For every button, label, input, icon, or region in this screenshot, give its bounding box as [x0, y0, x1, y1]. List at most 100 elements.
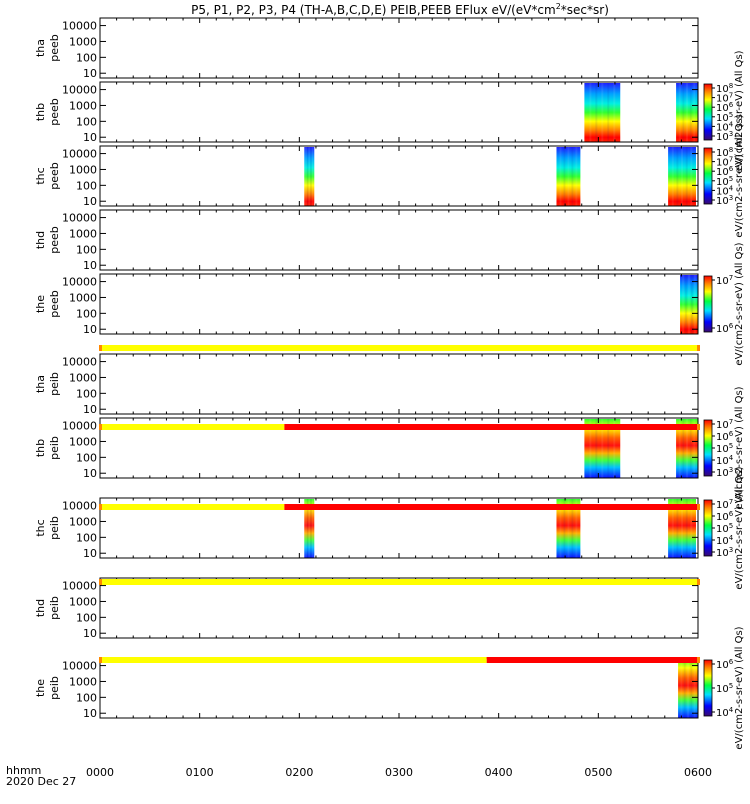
x-tick-label: 0200 [285, 766, 313, 779]
y-tick-label: 10 [83, 67, 97, 80]
colorbar-tick-label: 107 [716, 498, 733, 511]
spectrogram-block-theeeb-0 [680, 275, 698, 334]
mode-bar-3 [99, 504, 700, 510]
time-axis-date-label: 2020 Dec 27 [6, 775, 76, 788]
mode-bar-marker [697, 424, 700, 430]
mode-bar-1 [99, 345, 700, 351]
plot-title: P5, P1, P2, P3, P4 (TH-A,B,C,D,E) PEIB,P… [191, 2, 609, 17]
spectrogram-block-theeib-0 [678, 659, 698, 718]
colorbar-tick-label: 104 [716, 534, 734, 547]
colorbar-theeeb: 107 106 eV/(cm2-s-sr-eV) (All Qs) [703, 242, 745, 366]
colorbar-gradient [703, 499, 713, 557]
panel-probe-label: thd [34, 599, 47, 617]
y-tick-label: 100 [76, 387, 97, 400]
y-tick-label: 10 [83, 403, 97, 416]
panel-thdeeb: 10000 1000 100 10 thd peeb [34, 209, 699, 272]
panel-frame [99, 145, 699, 207]
spectrogram-block-thceeb-0 [304, 147, 315, 206]
colorbar-tick-label: 103 [716, 194, 733, 207]
colorbar-tick-label: 107 [716, 92, 733, 105]
panel-theeeb: 10000 1000 100 10 the peeb 107 106 eV/(cm2-s-sr-… [34, 242, 745, 365]
y-tick-label: 10000 [62, 580, 97, 593]
y-tick-label: 1000 [69, 435, 97, 448]
panel-product-label: peeb [48, 162, 61, 190]
panel-probe-label: thb [34, 103, 47, 121]
colorbar-theeib: 106 105 104 eV/(cm2-s-sr-eV) (All Qs) [703, 626, 745, 750]
mode-bar-marker [99, 657, 102, 663]
colorbar-tick-label: 105 [716, 442, 733, 455]
spectrogram-block-thceib-1 [556, 499, 581, 558]
y-tick-label: 10 [83, 707, 97, 720]
colorbar-tick-label: 108 [716, 146, 733, 159]
colorbar-tick-label: 105 [716, 522, 733, 535]
colorbar-tick-label: 104 [716, 706, 734, 719]
colorbar-gradient [703, 419, 713, 477]
panel-frame [99, 17, 699, 79]
colorbar-tick-label: 103 [716, 130, 733, 143]
mode-bars-layer [99, 345, 700, 663]
y-tick-label: 10000 [62, 148, 97, 161]
colorbar-tick-label: 106 [716, 430, 734, 443]
y-tick-label: 100 [76, 179, 97, 192]
colorbar-gradient [703, 659, 713, 717]
spectrogram-block-thceib-0 [304, 499, 315, 558]
mode-bar-segment [486, 657, 698, 663]
mode-bar-segment [284, 504, 698, 510]
colorbar-tick-label: 106 [716, 165, 734, 178]
panel-probe-label: thd [34, 231, 47, 249]
colorbar-gradient [703, 147, 713, 205]
x-tick-label: 0400 [485, 766, 513, 779]
y-tick-label: 10000 [62, 84, 97, 97]
mode-bar-segment [100, 504, 285, 510]
colorbar-gradient [703, 275, 713, 333]
panel-frame [99, 273, 699, 335]
y-tick-label: 1000 [69, 163, 97, 176]
y-tick-label: 10000 [62, 356, 97, 369]
panel-product-label: peib [48, 436, 61, 460]
mode-bar-segment [100, 657, 487, 663]
panel-product-label: peib [48, 676, 61, 700]
colorbar-tick-label: 103 [716, 466, 733, 479]
colorbar-tick-label: 105 [716, 111, 733, 124]
mode-bar-marker [697, 657, 700, 663]
y-tick-label: 10 [83, 467, 97, 480]
mode-bar-marker [99, 345, 102, 351]
panel-product-label: peib [48, 516, 61, 540]
mode-bar-marker [99, 504, 102, 510]
mode-bar-marker [99, 579, 102, 585]
y-tick-label: 10000 [62, 276, 97, 289]
y-tick-label: 10000 [62, 420, 97, 433]
mode-bar-2 [99, 424, 700, 430]
colorbar-tick-label: 106 [716, 322, 734, 335]
x-tick-label: 0500 [584, 766, 612, 779]
panel-product-label: peeb [48, 34, 61, 62]
y-tick-label: 10 [83, 131, 97, 144]
panel-thdeib: 10000 1000 100 10 thd peib [34, 577, 699, 640]
panel-probe-label: the [34, 679, 47, 697]
mode-bar-marker [697, 579, 700, 585]
y-tick-label: 1000 [69, 227, 97, 240]
panel-theeib: 10000 1000 100 10 the peib 106 105 104 eV/(cm2-s-… [34, 626, 745, 749]
colorbar-tick-label: 106 [716, 510, 734, 523]
spectrogram-block-thbeeb-0 [584, 83, 621, 142]
y-tick-label: 10 [83, 259, 97, 272]
mode-bar-segment [100, 345, 698, 351]
y-tick-label: 10000 [62, 500, 97, 513]
y-tick-label: 10 [83, 627, 97, 640]
colorbar-tick-label: 107 [716, 418, 733, 431]
mode-bar-segment [100, 424, 285, 430]
y-tick-label: 10000 [62, 660, 97, 673]
colorbar-tick-label: 108 [716, 82, 733, 95]
y-tick-label: 100 [76, 451, 97, 464]
panel-frame [99, 353, 699, 415]
colorbar-tick-label: 106 [716, 658, 734, 671]
panel-probe-label: tha [34, 39, 47, 57]
mode-bar-marker [697, 345, 700, 351]
